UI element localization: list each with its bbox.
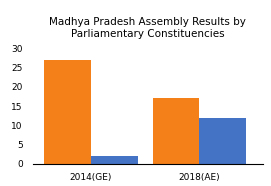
Bar [91, 156, 138, 164]
Title: Madhya Pradesh Assembly Results by
Parliamentary Constituencies: Madhya Pradesh Assembly Results by Parli… [49, 17, 246, 39]
Bar [44, 60, 91, 164]
Bar [153, 98, 199, 164]
Bar [199, 118, 246, 164]
